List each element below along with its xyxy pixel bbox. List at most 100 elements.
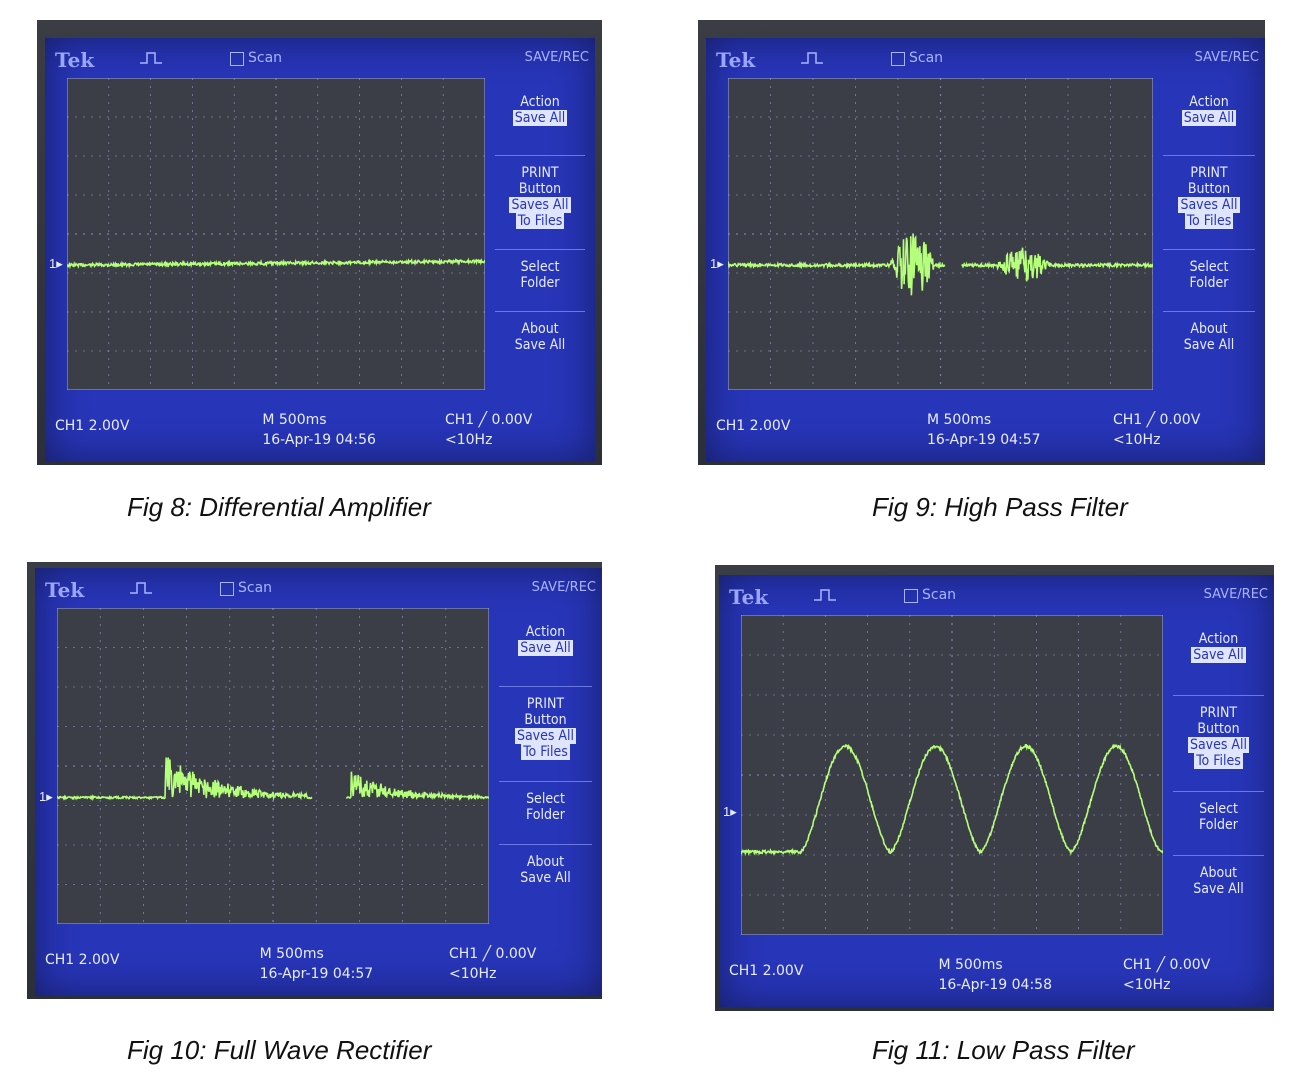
- menu-action-button[interactable]: Action Save All: [1167, 631, 1270, 663]
- select-folder-label-2: Folder: [520, 274, 560, 291]
- scope-header: Tek Scan SAVE/REC: [35, 568, 602, 602]
- print-label-2: Button: [524, 712, 567, 729]
- scan-label: Scan: [248, 50, 283, 66]
- menu-line: Action: [1157, 94, 1261, 110]
- scan-label: Scan: [238, 580, 273, 596]
- menu-about-button[interactable]: About Save All: [1157, 321, 1261, 353]
- trigger-pulse-icon: [801, 52, 823, 64]
- menu-separator: [499, 781, 592, 783]
- trigger-frequency: <10Hz: [1123, 977, 1171, 993]
- oscilloscope-photo: Tek Scan SAVE/REC 1▸ Action Save All PRINT Butt…: [37, 20, 602, 465]
- ch1-ground-marker: 1▸: [49, 256, 63, 272]
- status-bar: CH1 2.00V M 500ms 16-Apr-19 04:57 CH1 ╱ 0.0…: [706, 410, 1265, 462]
- oscilloscope-photo: Tek Scan SAVE/REC 1▸ Action Save All PRINT Butt…: [715, 565, 1274, 1011]
- menu-line: About: [493, 854, 598, 870]
- action-label: Action: [1189, 93, 1229, 110]
- scan-label: Scan: [922, 587, 957, 603]
- save-rec-menu: Action Save All PRINT Button Saves All To Fil…: [1157, 78, 1261, 390]
- waveform-svg: [67, 78, 485, 390]
- menu-print-button[interactable]: PRINT Button Saves All To Files: [493, 696, 598, 761]
- menu-about-button[interactable]: About Save All: [489, 321, 591, 353]
- print-value-2: To Files: [1194, 752, 1243, 769]
- print-label: PRINT: [521, 165, 559, 182]
- signal-trace: [728, 233, 1153, 296]
- print-value: Saves All: [1187, 736, 1250, 753]
- trigger-pulse-icon: [130, 582, 152, 594]
- menu-line: Button: [493, 712, 598, 728]
- action-label: Action: [520, 93, 560, 110]
- menu-line: Folder: [493, 807, 598, 823]
- ch1-scale: CH1 2.00V: [45, 952, 120, 968]
- menu-print-button[interactable]: PRINT Button Saves All To Files: [1167, 705, 1270, 769]
- menu-separator: [499, 844, 592, 846]
- menu-select-folder-button[interactable]: Select Folder: [1167, 801, 1270, 833]
- print-value-2: To Files: [515, 213, 565, 230]
- trigger-frequency: <10Hz: [449, 966, 497, 982]
- action-value: Save All: [1181, 109, 1237, 126]
- menu-line: Save All: [1157, 109, 1261, 126]
- ch1-scale: CH1 2.00V: [55, 418, 130, 434]
- menu-line: Button: [489, 181, 591, 197]
- menu-separator: [1173, 854, 1264, 856]
- menu-line: Saves All: [1167, 736, 1270, 753]
- scan-checkbox-icon[interactable]: [220, 582, 234, 596]
- menu-select-folder-button[interactable]: Select Folder: [489, 259, 591, 291]
- signal-trace: [741, 743, 1163, 857]
- print-value: Saves All: [509, 197, 571, 214]
- save-rec-menu: Action Save All PRINT Button Saves All To Fil…: [1167, 615, 1270, 935]
- menu-action-button[interactable]: Action Save All: [489, 94, 591, 126]
- menu-line: Select: [1167, 801, 1270, 817]
- menu-separator: [495, 155, 585, 157]
- menu-line: About: [1157, 321, 1261, 337]
- action-value: Save All: [1191, 647, 1246, 663]
- action-label: Action: [525, 623, 566, 640]
- tek-logo: Tek: [729, 585, 769, 609]
- print-value: Saves All: [1178, 197, 1240, 214]
- tek-logo: Tek: [716, 48, 756, 72]
- about-label: About: [1190, 321, 1228, 338]
- action-value: Save All: [518, 639, 573, 656]
- menu-line: About: [1167, 865, 1270, 881]
- ch1-scale: CH1 2.00V: [729, 963, 804, 979]
- select-folder-label-2: Folder: [1189, 274, 1229, 291]
- signal-trace: [57, 757, 489, 802]
- menu-action-button[interactable]: Action Save All: [1157, 94, 1261, 126]
- menu-line: Save All: [1167, 647, 1270, 663]
- save-rec-menu: Action Save All PRINT Button Saves All To Fil…: [489, 78, 591, 390]
- figure-caption: Fig 10: Full Wave Rectifier: [127, 1035, 432, 1065]
- menu-line: To Files: [493, 744, 598, 761]
- menu-action-button[interactable]: Action Save All: [493, 624, 598, 656]
- menu-line: Save All: [1167, 881, 1270, 897]
- scan-checkbox-icon[interactable]: [891, 52, 905, 66]
- menu-separator: [1163, 155, 1255, 157]
- scan-checkbox-icon[interactable]: [230, 52, 244, 66]
- save-rec-title: SAVE/REC: [531, 580, 596, 595]
- menu-print-button[interactable]: PRINT Button Saves All To Files: [1157, 165, 1261, 230]
- menu-separator: [1173, 694, 1264, 696]
- menu-select-folder-button[interactable]: Select Folder: [493, 791, 598, 823]
- waveform-display: [67, 78, 485, 390]
- action-value: Save All: [512, 109, 568, 126]
- action-label: Action: [1198, 631, 1239, 647]
- menu-about-button[interactable]: About Save All: [1167, 865, 1270, 897]
- menu-line: Save All: [493, 639, 598, 656]
- about-label-2: Save All: [1183, 337, 1235, 354]
- waveform-display: [57, 608, 489, 924]
- scan-checkbox-icon[interactable]: [904, 589, 918, 603]
- menu-about-button[interactable]: About Save All: [493, 854, 598, 886]
- menu-separator: [495, 311, 585, 313]
- ch1-ground-marker: 1▸: [39, 788, 53, 804]
- menu-line: Save All: [493, 870, 598, 886]
- figure-caption: Fig 8: Differential Amplifier: [127, 492, 431, 522]
- print-label-2: Button: [1197, 720, 1240, 737]
- menu-line: Saves All: [489, 197, 591, 214]
- about-label-2: Save All: [520, 870, 571, 887]
- menu-line: Action: [489, 94, 591, 110]
- timebase: M 500ms: [938, 957, 1003, 973]
- menu-print-button[interactable]: PRINT Button Saves All To Files: [489, 165, 591, 230]
- menu-line: Button: [1167, 721, 1270, 737]
- menu-select-folder-button[interactable]: Select Folder: [1157, 259, 1261, 291]
- print-label: PRINT: [526, 696, 565, 713]
- menu-line: Action: [1167, 631, 1270, 647]
